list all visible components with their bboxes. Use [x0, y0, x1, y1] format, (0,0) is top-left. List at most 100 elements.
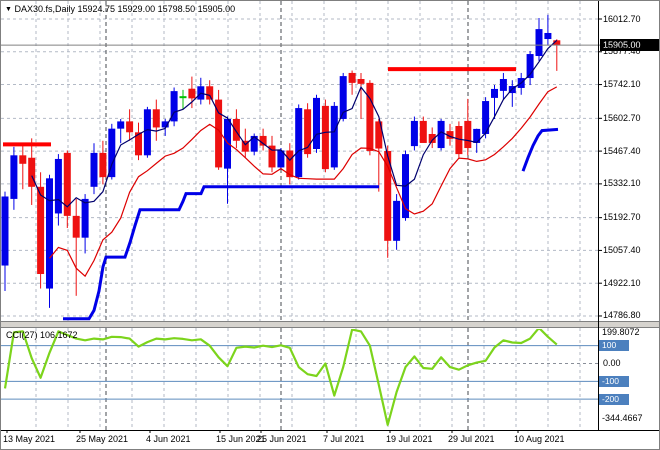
price-axis-label[interactable]: 15332.10	[603, 178, 641, 189]
bull-candle	[491, 88, 498, 98]
bear-candle	[366, 82, 374, 151]
bear-candle	[126, 121, 134, 133]
ohlc-summary-label: 15924.75 15929.00 15798.50 15905.00	[77, 4, 236, 14]
bear-candle	[375, 121, 383, 149]
time-axis-label[interactable]: 25 May 2021	[76, 434, 129, 444]
time-axis-label[interactable]: 10 Aug 2021	[514, 434, 565, 444]
bear-candle	[553, 40, 561, 46]
bull-candle	[410, 120, 418, 147]
bull-candle	[499, 79, 507, 91]
price-axis-label[interactable]: 15877.40	[603, 46, 641, 57]
bull-candle	[81, 198, 89, 238]
bear-candle	[72, 215, 80, 238]
bull-candle	[117, 121, 125, 129]
grid-lines	[1, 1, 598, 430]
time-axis-label[interactable]: 13 May 2021	[3, 434, 56, 444]
bear-candle	[428, 133, 436, 143]
bull-candle	[526, 54, 534, 79]
bear-candle	[464, 120, 472, 149]
price-axis-label[interactable]: 16012.70	[603, 13, 641, 24]
cci-level-badge: -200	[599, 393, 629, 405]
bear-candle	[286, 150, 294, 178]
price-axis-label[interactable]: 15057.40	[603, 244, 641, 255]
bull-candle	[482, 101, 490, 134]
bear-candle	[188, 88, 196, 99]
bull-candle	[161, 121, 169, 128]
bear-candle	[19, 155, 27, 164]
bull-candle	[1, 196, 9, 266]
cci-level-badge: -100	[599, 375, 629, 387]
bull-candle	[330, 105, 338, 168]
cci-level-lines	[1, 345, 598, 400]
bear-candle	[28, 157, 36, 187]
bear-candle	[37, 186, 45, 275]
bear-candle	[232, 118, 240, 141]
bear-candle	[135, 132, 142, 156]
bear-candle	[99, 152, 107, 178]
bear-candle	[268, 145, 276, 168]
bull-candle	[339, 76, 347, 119]
cci-indicator-label: CCI(27) 106.1672	[6, 330, 78, 340]
price-axis-label[interactable]: 15467.40	[603, 145, 641, 156]
bear-candle	[206, 86, 214, 100]
bull-candle	[473, 128, 481, 143]
time-axis-label[interactable]: 29 Jul 2021	[448, 434, 495, 444]
bull-candle	[90, 152, 98, 187]
cci-max-label: 199.8072	[602, 327, 640, 337]
cci-plot[interactable]	[3, 328, 558, 426]
price-axis-label[interactable]: 15602.70	[603, 112, 641, 123]
bear-candle	[446, 131, 454, 139]
candlestick-plot[interactable]	[1, 14, 561, 308]
time-axis-label[interactable]: 15 Jun 2021	[216, 434, 266, 444]
price-axis-label[interactable]: 14786.80	[603, 310, 641, 321]
bear-candle	[241, 140, 249, 152]
symbol-dropdown-icon[interactable]: ▼	[5, 6, 12, 13]
bear-candle	[357, 79, 365, 84]
cci-line	[3, 329, 558, 426]
price-axis-label[interactable]: 15192.70	[603, 212, 641, 223]
bull-candle	[313, 97, 320, 150]
bull-candle	[277, 150, 285, 168]
bear-candle	[455, 126, 463, 155]
current-price-badge: 15905.00	[600, 39, 659, 51]
time-axis-label[interactable]: 25 Jun 2021	[257, 434, 307, 444]
cci-zero-label: 0.00	[603, 358, 621, 368]
price-axis-label[interactable]: 14922.10	[603, 277, 641, 288]
time-axis-label[interactable]: 19 Jul 2021	[386, 434, 433, 444]
symbol-period-label: DAX30.fs,Daily	[14, 4, 75, 14]
time-axis-label[interactable]: 4 Jun 2021	[146, 434, 191, 444]
bull-candle	[54, 158, 62, 214]
lower-band-line	[49, 86, 558, 278]
bull-candle	[143, 109, 151, 156]
time-axis-label[interactable]: 7 Jul 2021	[323, 434, 365, 444]
bull-candle	[224, 118, 231, 169]
bull-candle	[544, 32, 552, 40]
bear-candle	[348, 72, 356, 83]
bear-candle	[152, 109, 160, 128]
bear-candle	[321, 105, 329, 170]
bear-candle	[215, 99, 223, 168]
bull-candle	[170, 91, 178, 122]
bull-candle	[10, 155, 18, 199]
bull-candle	[250, 135, 258, 152]
bull-candle	[46, 178, 53, 289]
bear-candle	[419, 120, 427, 143]
trailing-stop-line	[521, 127, 559, 172]
bull-candle	[393, 200, 401, 241]
chart-title: ▼ DAX30.fs,Daily 15924.75 15929.00 15798…	[5, 4, 235, 16]
bull-candle	[295, 108, 303, 178]
moving-average-line	[31, 39, 558, 208]
bear-candle	[63, 152, 71, 216]
trailing-stop-line	[63, 185, 379, 321]
axes-frame	[1, 1, 659, 433]
bear-candle	[384, 150, 392, 241]
bear-candle	[259, 135, 267, 146]
bear-candle	[304, 109, 312, 155]
bull-candle	[437, 120, 445, 149]
bull-candle	[535, 29, 543, 56]
bull-candle	[108, 128, 116, 178]
price-axis-label[interactable]: 15742.10	[603, 79, 641, 90]
cci-min-label: -344.4667	[602, 413, 643, 423]
